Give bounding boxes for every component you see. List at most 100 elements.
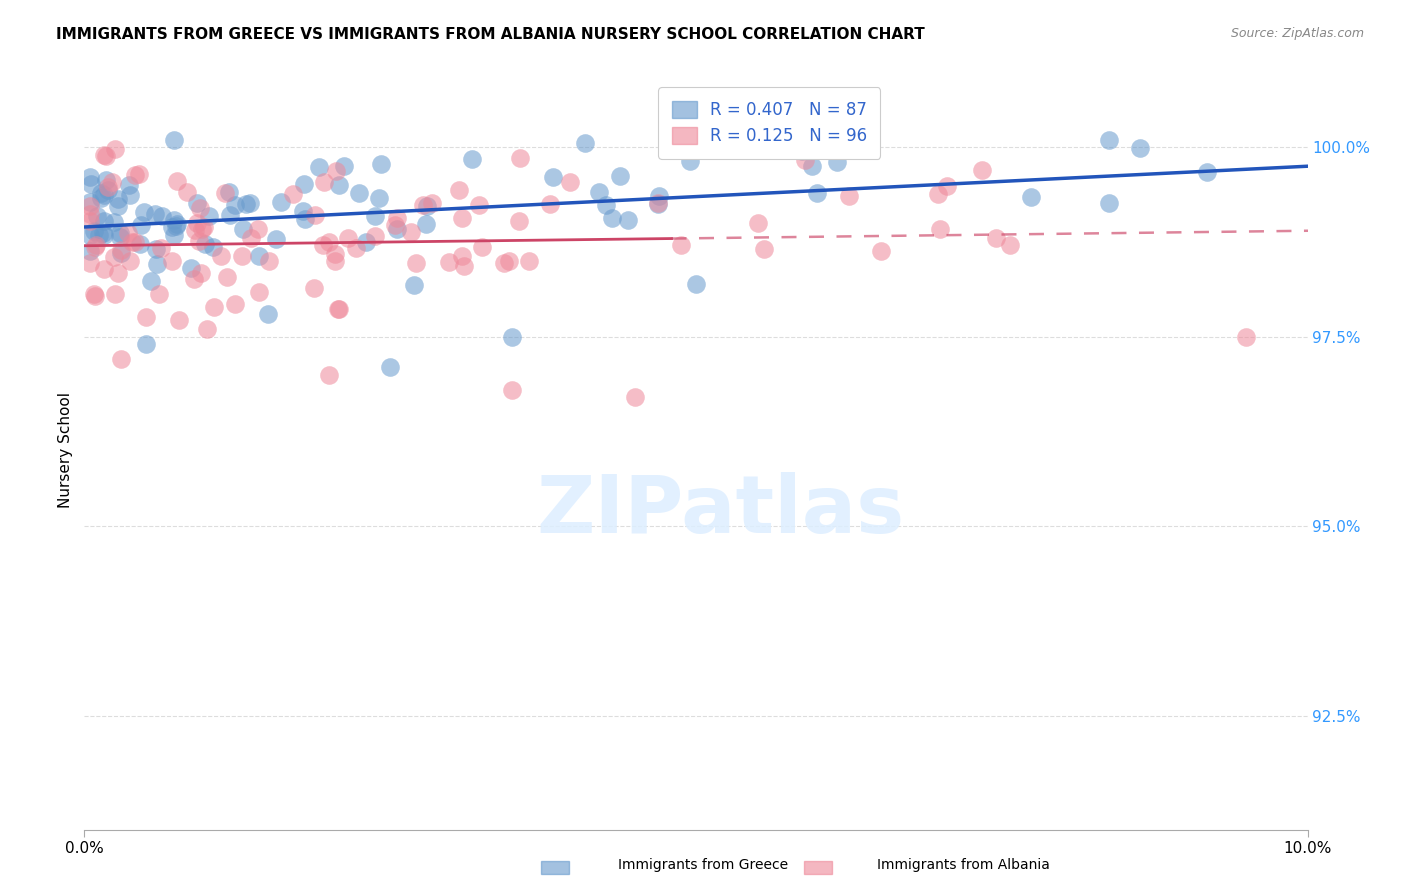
- Point: [595, 198, 617, 212]
- Point: [231, 249, 253, 263]
- Point: [647, 196, 669, 211]
- Point: [107, 266, 129, 280]
- Point: [183, 272, 205, 286]
- Point: [325, 164, 347, 178]
- Point: [240, 231, 263, 245]
- Point: [318, 235, 340, 249]
- Point: [188, 201, 211, 215]
- Point: [90, 191, 112, 205]
- Point: [148, 286, 170, 301]
- Point: [1019, 190, 1042, 204]
- Point: [165, 219, 187, 233]
- Point: [184, 223, 207, 237]
- Point: [186, 216, 208, 230]
- Point: [752, 242, 775, 256]
- Point: [541, 170, 564, 185]
- Point: [83, 224, 105, 238]
- Text: Source: ZipAtlas.com: Source: ZipAtlas.com: [1230, 27, 1364, 40]
- Point: [79, 195, 101, 210]
- Point: [79, 244, 101, 259]
- Point: [384, 218, 406, 232]
- Point: [467, 198, 489, 212]
- Point: [128, 236, 150, 251]
- Point: [160, 254, 183, 268]
- Point: [135, 337, 157, 351]
- Point: [508, 214, 530, 228]
- Point: [202, 300, 225, 314]
- Point: [110, 352, 132, 367]
- Point: [801, 160, 824, 174]
- Point: [145, 242, 167, 256]
- Point: [292, 178, 315, 192]
- Point: [93, 227, 115, 242]
- Point: [337, 231, 360, 245]
- Point: [214, 186, 236, 200]
- Point: [502, 383, 524, 397]
- Point: [104, 286, 127, 301]
- Point: [412, 198, 434, 212]
- Point: [163, 133, 186, 147]
- Point: [333, 159, 356, 173]
- Point: [135, 310, 157, 324]
- Point: [312, 238, 335, 252]
- Point: [347, 186, 370, 201]
- Point: [194, 237, 217, 252]
- Point: [415, 217, 437, 231]
- Point: [224, 297, 246, 311]
- Point: [558, 175, 581, 189]
- Point: [291, 204, 314, 219]
- Point: [498, 254, 520, 268]
- Point: [294, 211, 316, 226]
- Point: [437, 255, 460, 269]
- Point: [118, 253, 141, 268]
- Point: [1098, 133, 1121, 147]
- Point: [669, 238, 692, 252]
- Point: [538, 196, 561, 211]
- Point: [323, 247, 346, 261]
- Point: [91, 226, 114, 240]
- Point: [1098, 196, 1121, 211]
- Point: [191, 222, 214, 236]
- Point: [187, 235, 209, 249]
- Point: [132, 205, 155, 219]
- Point: [328, 301, 350, 316]
- Point: [150, 209, 173, 223]
- Point: [422, 196, 444, 211]
- Point: [103, 250, 125, 264]
- Point: [117, 226, 139, 240]
- Point: [224, 198, 246, 212]
- Point: [368, 190, 391, 204]
- Point: [323, 254, 346, 268]
- Point: [80, 177, 103, 191]
- Point: [195, 322, 218, 336]
- Point: [447, 183, 470, 197]
- Point: [247, 221, 270, 235]
- Point: [166, 217, 188, 231]
- Point: [364, 209, 387, 223]
- Point: [176, 185, 198, 199]
- Legend: R = 0.407   N = 87, R = 0.125   N = 96: R = 0.407 N = 87, R = 0.125 N = 96: [658, 87, 880, 159]
- Point: [143, 207, 166, 221]
- Point: [107, 192, 129, 206]
- Point: [129, 218, 152, 232]
- Point: [79, 170, 101, 185]
- Point: [202, 240, 225, 254]
- Point: [97, 183, 120, 197]
- Point: [825, 155, 848, 169]
- Point: [380, 360, 402, 375]
- Point: [103, 215, 125, 229]
- Point: [304, 281, 326, 295]
- Y-axis label: Nursery School: Nursery School: [58, 392, 73, 508]
- Point: [101, 175, 124, 189]
- Point: [79, 227, 101, 242]
- Point: [218, 185, 240, 199]
- Point: [647, 195, 669, 210]
- Point: [509, 151, 531, 165]
- Point: [163, 213, 186, 227]
- Point: [970, 163, 993, 178]
- Point: [328, 301, 350, 316]
- Point: [927, 186, 949, 201]
- Point: [451, 211, 474, 225]
- Point: [121, 235, 143, 249]
- Point: [97, 179, 120, 194]
